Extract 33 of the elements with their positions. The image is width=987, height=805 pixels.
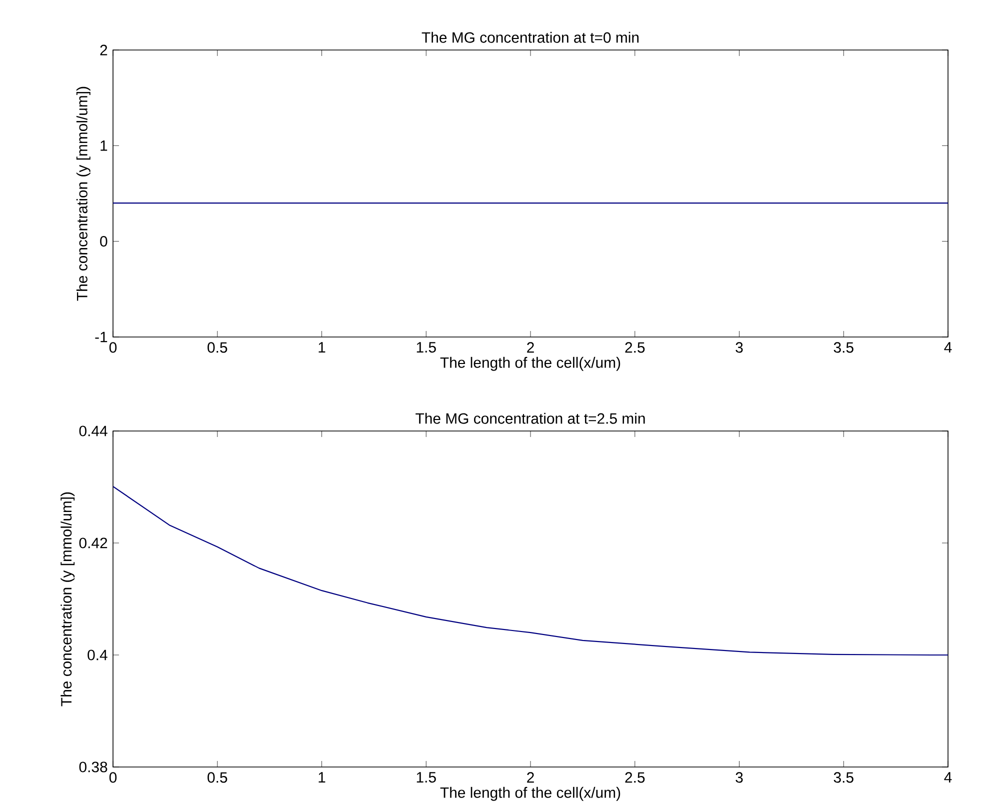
y-tick-label: 0.38 bbox=[79, 762, 108, 772]
chart-title: The MG concentration at t=0 min bbox=[422, 32, 639, 43]
x-tick-label: 3.5 bbox=[834, 342, 854, 353]
chart-title: The MG concentration at t=2.5 min bbox=[416, 412, 645, 424]
y-tick-label: 0.44 bbox=[79, 426, 108, 436]
x-tick-label: 1.5 bbox=[416, 772, 436, 783]
x-tick-label: 3 bbox=[736, 772, 743, 783]
x-tick-label: 3.5 bbox=[834, 772, 854, 783]
x-tick-label: 0.5 bbox=[208, 342, 228, 353]
x-axis-title: The length of the cell(x/um) bbox=[440, 786, 620, 801]
x-tick-label: 0.5 bbox=[208, 772, 228, 783]
y-tick-label: 1 bbox=[100, 140, 108, 151]
x-tick-label: 4 bbox=[944, 342, 952, 352]
x-tick-label: 2.5 bbox=[625, 772, 645, 783]
x-tick-label: 2.5 bbox=[625, 342, 645, 353]
x-tick-label: 0 bbox=[109, 772, 117, 783]
x-tick-label: 1 bbox=[318, 342, 326, 352]
y-tick-label: 0.42 bbox=[79, 538, 108, 548]
y-axis-title: The concentration (y [mmol/um]) bbox=[60, 492, 75, 706]
y-tick-label: 2 bbox=[100, 44, 108, 56]
y-tick-label: 0.4 bbox=[88, 650, 108, 660]
line-series bbox=[113, 486, 948, 656]
x-axis-title: The length of the cell(x/um) bbox=[440, 356, 620, 371]
x-tick-label: 1 bbox=[318, 772, 326, 782]
x-tick-label: 4 bbox=[944, 772, 952, 782]
y-tick-label: 0 bbox=[100, 236, 108, 247]
x-tick-label: 3 bbox=[736, 342, 743, 353]
x-tick-label: 2 bbox=[527, 772, 534, 783]
x-tick-label: 1.5 bbox=[416, 342, 436, 353]
x-tick-label: 0 bbox=[109, 342, 117, 353]
y-axis-title: The concentration (y [mmol/um]) bbox=[76, 86, 90, 301]
y-tick-label: -1 bbox=[95, 332, 108, 342]
x-tick-label: 2 bbox=[527, 342, 534, 353]
